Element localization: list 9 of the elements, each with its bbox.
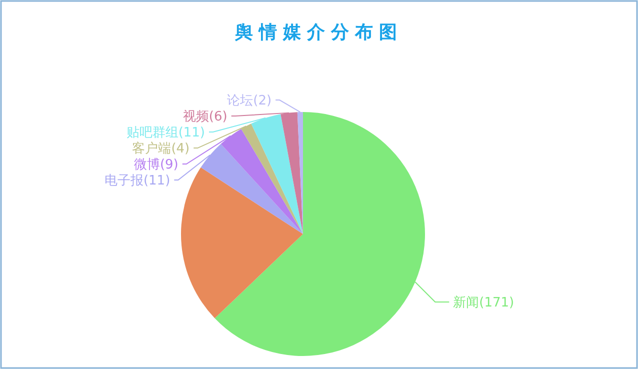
- chart-title: 舆情媒介分布图: [234, 22, 403, 43]
- slice-label: 电子报(11): [104, 174, 170, 189]
- slice-label: 新闻(171): [453, 296, 514, 311]
- slice-label: 微博(9): [134, 158, 178, 173]
- slice-label: 论坛(2): [227, 94, 272, 109]
- slice-label: 贴吧群组(11): [126, 126, 206, 141]
- slice-label: 视频(6): [182, 110, 228, 125]
- pie-slice: [181, 167, 303, 318]
- slice-label: 客户端(4): [132, 140, 190, 157]
